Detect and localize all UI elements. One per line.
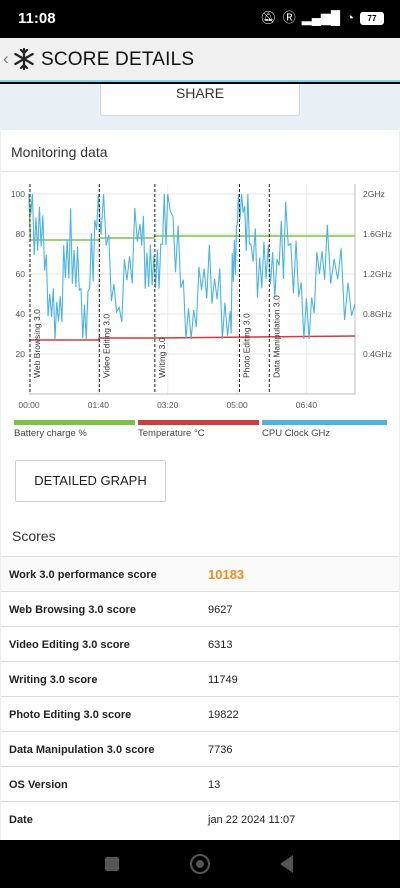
legend-temperature: Temperature °C (138, 420, 259, 440)
legend-swatch-temperature (138, 420, 259, 425)
wifi-icon: ◔ (346, 10, 354, 25)
monitoring-title: Monitoring data (11, 144, 108, 160)
signal-icon: ▂▄▆█ (301, 10, 341, 25)
x-tick-label: 05:00 (226, 400, 248, 410)
legend-label-cpu: CPU Clock GHz (262, 428, 331, 439)
clock: 11:08 (18, 10, 56, 27)
page-title: SCORE DETAILS (41, 49, 195, 70)
home-icon[interactable] (190, 854, 210, 874)
scores-table: Work 3.0 performance score 10183 Web Bro… (1, 556, 399, 836)
row-label: OS Version (9, 779, 68, 791)
y-left-tick-label: 100 (11, 189, 25, 199)
table-row: Date jan 22 2024 11:07 (1, 801, 399, 836)
y-left-tick-label: 80 (16, 229, 26, 239)
y-left-tick-label: 40 (16, 309, 26, 319)
row-label: Date (9, 814, 33, 826)
y-right-tick-label: 0.4GHz (363, 349, 392, 359)
row-value: 9627 (208, 604, 233, 616)
recents-icon[interactable] (105, 857, 119, 871)
table-row: Data Manipulation 3.0 score 7736 (1, 731, 399, 766)
y-right-tick-label: 1.6GHz (363, 229, 392, 239)
registered-icon: Ⓡ (282, 10, 296, 25)
row-value: 19822 (208, 709, 239, 721)
section-label: Web Browsing 3.0 (32, 309, 42, 378)
section-label: Video Editing 3.0 (101, 314, 111, 378)
legend-label-temperature: Temperature °C (138, 428, 205, 439)
status-bar: 11:08 🔕︎ Ⓡ ▂▄▆█ ◔ 77 (0, 0, 400, 38)
row-label: Web Browsing 3.0 score (9, 604, 136, 616)
scroll-content[interactable]: SHARE Monitoring data 20 40 60 80 100 0.4GHz 0… (0, 84, 400, 840)
row-label: Video Editing 3.0 score (9, 639, 130, 651)
y-left-tick-label: 60 (16, 269, 26, 279)
table-row: Web Browsing 3.0 score 9627 (1, 591, 399, 626)
y-right-tick-label: 2GHz (363, 189, 385, 199)
row-label: Photo Editing 3.0 score (9, 709, 132, 721)
section-label: Writing 3.0 (157, 337, 167, 378)
monitoring-chart: 20 40 60 80 100 0.4GHz 0.8GHz 1.2GHz 1.6GHz 2GHz 0… (11, 184, 392, 410)
row-value: jan 22 2024 11:07 (208, 814, 296, 826)
row-value: 10183 (208, 567, 245, 582)
x-tick-label: 06:40 (296, 400, 318, 410)
x-tick-label: 01:40 (88, 400, 110, 410)
nav-back-icon[interactable] (280, 855, 293, 873)
battery-icon: 77 (360, 11, 384, 25)
series-line-cpu (28, 193, 356, 340)
row-value: 13 (208, 779, 221, 791)
y-right-tick-label: 0.8GHz (363, 309, 392, 319)
system-nav-bar (0, 840, 400, 888)
legend-battery: Battery charge % (14, 420, 135, 440)
row-value: 11749 (208, 674, 238, 686)
detailed-graph-button[interactable]: DETAILED GRAPH (15, 460, 166, 502)
status-icons: 🔕︎ Ⓡ ▂▄▆█ ◔ 77 (260, 10, 384, 26)
scores-title: Scores (12, 528, 56, 544)
monitoring-header: Monitoring data (1, 130, 399, 172)
table-row: Video Editing 3.0 score 6313 (1, 626, 399, 661)
row-label: Writing 3.0 score (9, 674, 98, 686)
y-left-tick-label: 20 (16, 349, 26, 359)
row-label: Data Manipulation 3.0 score (9, 744, 155, 756)
table-row: Writing 3.0 score 11749 (1, 661, 399, 696)
back-icon[interactable]: ‹ (3, 49, 9, 68)
app-bar: ‹ SCORE DETAILS (0, 38, 400, 82)
table-row: OS Version 13 (1, 766, 399, 801)
mute-icon: 🔕︎ (260, 10, 277, 25)
x-tick-label: 00:00 (18, 400, 40, 410)
row-label: Work 3.0 performance score (9, 569, 157, 581)
snowflake-logo-icon (14, 47, 34, 71)
chart-legend: Battery charge % Temperature °C CPU Cloc… (1, 420, 399, 440)
legend-cpu: CPU Clock GHz (262, 420, 387, 440)
section-label: Data Manipulation 3.0 (271, 295, 281, 378)
share-button[interactable]: SHARE (100, 84, 300, 116)
row-value: 7736 (208, 744, 233, 756)
x-tick-label: 03:20 (157, 400, 179, 410)
legend-swatch-cpu (262, 420, 387, 425)
table-row: Work 3.0 performance score 10183 (1, 556, 399, 591)
y-right-tick-label: 1.2GHz (363, 269, 392, 279)
legend-label-battery: Battery charge % (14, 428, 87, 439)
row-value: 6313 (208, 639, 233, 651)
table-row: Photo Editing 3.0 score 19822 (1, 696, 399, 731)
section-label: Photo Editing 3.0 (241, 313, 251, 378)
legend-swatch-battery (14, 420, 135, 425)
monitoring-card: Monitoring data 20 40 60 80 100 0.4GHz 0.8GHz 1… (1, 130, 399, 840)
